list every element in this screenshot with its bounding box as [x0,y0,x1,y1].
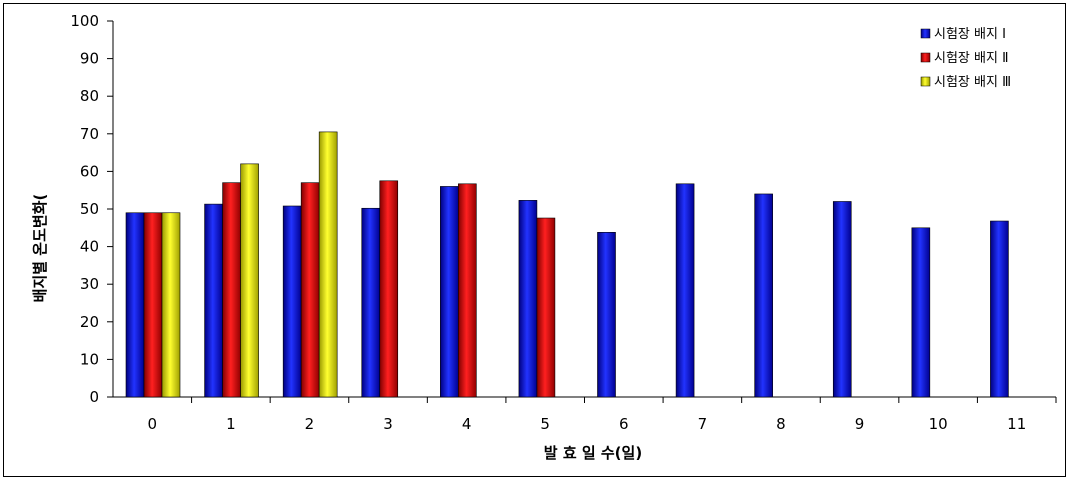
bar [300,182,320,398]
legend-label: 시험장 배지 Ⅲ [934,75,1011,90]
legend: 시험장 배지 Ⅰ 시험장 배지 Ⅱ 시험장 배지 Ⅲ [920,27,1011,90]
y-tick-label: 50 [80,200,99,218]
bar [675,183,695,398]
x-tick-label: 7 [698,415,708,433]
x-tick-label: 6 [619,415,629,433]
legend-label: 시험장 배지 Ⅰ [934,27,1006,42]
x-tick-label: 4 [462,415,472,433]
bar [990,220,1009,398]
x-tick-label: 5 [540,415,550,433]
bar [161,212,181,398]
bar [536,217,556,398]
bar [318,131,338,398]
legend-swatch [920,52,931,63]
y-tick-label: 0 [89,388,99,406]
legend-swatch [920,76,931,87]
x-tick-label: 1 [226,415,236,433]
y-tick-label: 90 [80,50,99,68]
x-tick-label: 10 [929,415,948,433]
bar [518,200,538,398]
bar [361,207,381,398]
y-tick-label: 80 [80,87,99,105]
bar [282,205,302,398]
bar [458,183,477,398]
bar [597,232,616,398]
x-axis-title: 발 효 일 수(일) [544,444,642,462]
bar [440,186,459,398]
bar [379,180,399,398]
y-tick-label: 30 [80,275,99,293]
y-axis-title: 배지별 온도변화( [31,194,49,303]
x-tick-label: 2 [305,415,315,433]
bar [911,227,931,398]
y-tick-label: 60 [80,162,99,180]
bar [125,212,145,398]
legend-swatch [920,28,931,39]
x-tick-label: 8 [776,415,786,433]
bar [832,201,852,398]
bar [240,163,259,398]
x-tick-label: 0 [148,415,158,433]
y-tick-label: 40 [80,238,99,256]
legend-label: 시험장 배지 Ⅱ [934,51,1008,66]
x-tick-label: 9 [855,415,865,433]
y-tick-label: 100 [70,12,99,30]
y-tick-label: 10 [80,350,99,368]
x-tick-label: 11 [1007,415,1026,433]
bar [754,193,773,398]
y-tick-label: 70 [80,125,99,143]
bar [204,203,223,398]
bar [143,212,163,398]
bar [222,182,241,398]
y-tick-label: 20 [80,313,99,331]
x-tick-label: 3 [383,415,393,433]
